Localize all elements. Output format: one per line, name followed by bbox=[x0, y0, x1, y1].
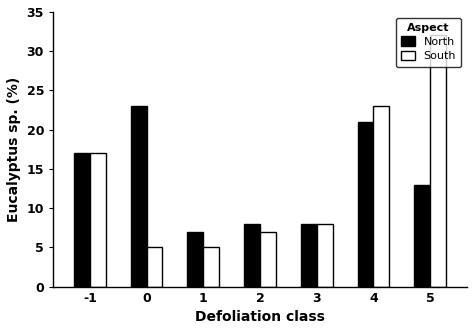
Bar bbox=[203, 247, 219, 287]
Bar bbox=[301, 224, 317, 287]
Y-axis label: Eucalyptus sp. (%): Eucalyptus sp. (%) bbox=[7, 77, 21, 222]
Bar bbox=[74, 153, 90, 287]
Bar bbox=[374, 106, 389, 287]
Bar bbox=[187, 232, 203, 287]
X-axis label: Defoliation class: Defoliation class bbox=[195, 310, 325, 324]
Bar bbox=[357, 122, 374, 287]
Bar bbox=[146, 247, 163, 287]
Bar bbox=[430, 35, 446, 287]
Bar bbox=[414, 185, 430, 287]
Legend: North, South: North, South bbox=[396, 18, 462, 67]
Bar bbox=[317, 224, 333, 287]
Bar bbox=[260, 232, 276, 287]
Bar bbox=[131, 106, 146, 287]
Bar bbox=[90, 153, 106, 287]
Bar bbox=[244, 224, 260, 287]
